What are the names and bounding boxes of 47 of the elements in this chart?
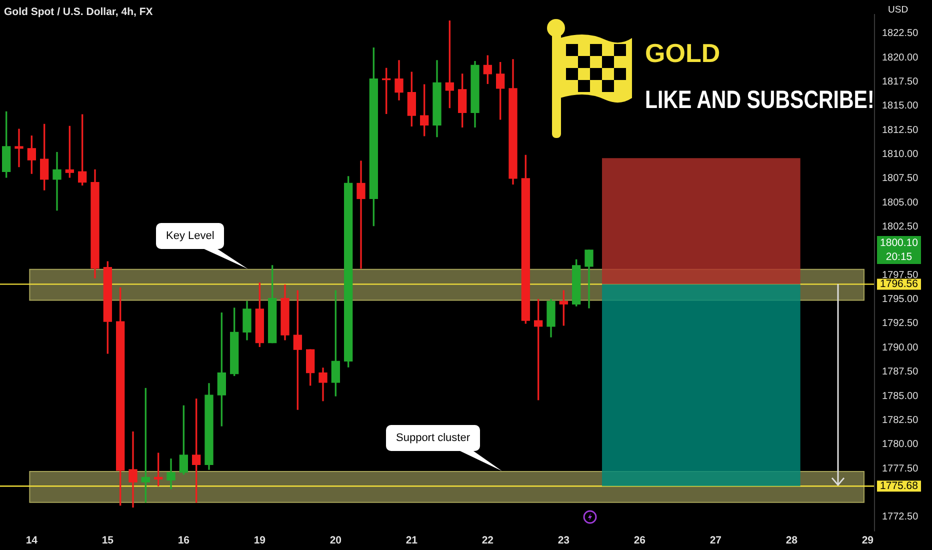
x-tick-label: 29: [862, 534, 874, 547]
x-tick-label: 20: [330, 534, 342, 547]
y-tick-label: 1785.00: [882, 390, 919, 402]
y-tick-label: 1787.50: [882, 366, 919, 378]
x-tick-label: 16: [178, 534, 190, 547]
y-axis-title: USD: [888, 4, 908, 16]
speech-bubble: Key Level: [156, 223, 249, 270]
y-tick-label: 1817.50: [882, 76, 919, 88]
candlestick: [14, 128, 24, 168]
candlestick: [128, 431, 138, 508]
ref-line-label: 1775.68: [880, 480, 918, 492]
y-tick-label: 1807.50: [882, 173, 919, 184]
annotation: GOLD: [645, 38, 720, 69]
band-label: Support cluster: [386, 425, 480, 452]
y-tick-label: 1792.50: [882, 318, 919, 330]
band-label: Key Level: [156, 223, 224, 250]
text: 1800.10: [880, 236, 918, 249]
y-tick-label: 1797.50: [882, 270, 919, 281]
text: 20:15: [886, 250, 912, 263]
candlestick: [356, 160, 366, 269]
ref-line-label: 1796.56: [880, 278, 918, 290]
x-tick-label: 14: [26, 534, 38, 547]
x-tick-label: 22: [482, 534, 494, 547]
y-tick-label: 1812.50: [882, 124, 919, 136]
x-tick-label: 27: [710, 534, 722, 547]
y-tick-label: 1815.00: [882, 100, 919, 112]
y-tick-label: 1790.00: [882, 342, 919, 354]
y-tick-label: 1810.00: [882, 148, 919, 160]
chart-title: Gold Spot / U.S. Dollar, 4h, FX: [4, 6, 153, 18]
y-tick-label: 1782.50: [882, 414, 919, 426]
y-tick-label: 1777.50: [882, 463, 919, 474]
y-tick-label: 1795.00: [882, 294, 919, 306]
x-tick-label: 19: [254, 534, 266, 547]
speech-bubble: Support cluster: [386, 425, 503, 472]
y-tick-label: 1780.00: [882, 439, 919, 450]
x-tick-label: 28: [786, 534, 798, 547]
candlestick: [52, 152, 62, 211]
y-tick-label: 1820.00: [882, 52, 919, 64]
x-tick-label: 15: [102, 534, 114, 547]
y-tick-label: 1822.50: [882, 28, 919, 40]
x-tick-label: 26: [634, 534, 646, 547]
y-tick-label: 1802.50: [882, 222, 919, 233]
y-tick-label: 1805.00: [882, 197, 919, 208]
x-tick-label: 21: [406, 534, 418, 547]
y-tick-label: 1772.50: [882, 512, 919, 523]
x-tick-label: 23: [558, 534, 570, 547]
annotation: LIKE AND SUBSCRIBE!: [645, 86, 874, 115]
